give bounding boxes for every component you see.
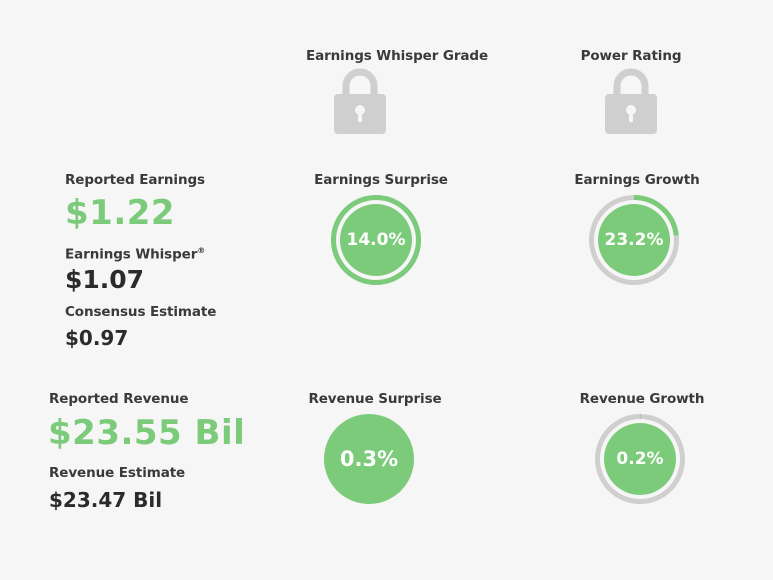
reported-revenue-label: Reported Revenue: [49, 391, 189, 407]
earnings-surprise-gauge: 14.0%: [330, 194, 422, 286]
earnings-surprise-arc: [331, 195, 421, 285]
revenue-growth-label: Revenue Growth: [579, 391, 705, 407]
revenue-growth-value: 0.2%: [616, 449, 664, 469]
reported-earnings-label: Reported Earnings: [65, 172, 205, 188]
revenue-surprise-value: 0.3%: [339, 447, 399, 471]
earnings-growth-label: Earnings Growth: [574, 172, 700, 188]
lock-icon: [604, 66, 658, 136]
earnings-growth-arc: [589, 195, 679, 285]
revenue-growth-gauge: 0.2%: [594, 413, 686, 505]
reported-earnings-value: $1.22: [65, 193, 176, 233]
consensus-estimate-label: Consensus Estimate: [65, 304, 217, 320]
consensus-estimate-value: $0.97: [65, 326, 129, 350]
earnings-whisper-value: $1.07: [65, 265, 145, 294]
earnings-surprise-value: 14.0%: [346, 230, 406, 250]
registered-mark: ®: [197, 246, 206, 255]
earnings-growth-gauge: 23.2%: [588, 194, 680, 286]
revenue-estimate-value: $23.47 Bil: [49, 488, 163, 512]
revenue-surprise-gauge: 0.3%: [324, 414, 414, 504]
revenue-estimate-label: Revenue Estimate: [49, 465, 186, 481]
reported-revenue-value: $23.55 Bil: [48, 413, 246, 453]
earnings-whisper-text: Earnings Whisper: [65, 246, 198, 263]
revenue-growth-arc: [595, 414, 685, 504]
whisper-grade-header: Earnings Whisper Grade: [305, 48, 489, 64]
earnings-growth-value: 23.2%: [604, 230, 664, 250]
lock-icon: [333, 66, 387, 136]
revenue-surprise-label: Revenue Surprise: [308, 391, 442, 407]
power-rating-header: Power Rating: [580, 48, 682, 64]
earnings-whisper-label: Earnings Whisper®: [65, 246, 205, 263]
earnings-surprise-label: Earnings Surprise: [314, 172, 448, 188]
